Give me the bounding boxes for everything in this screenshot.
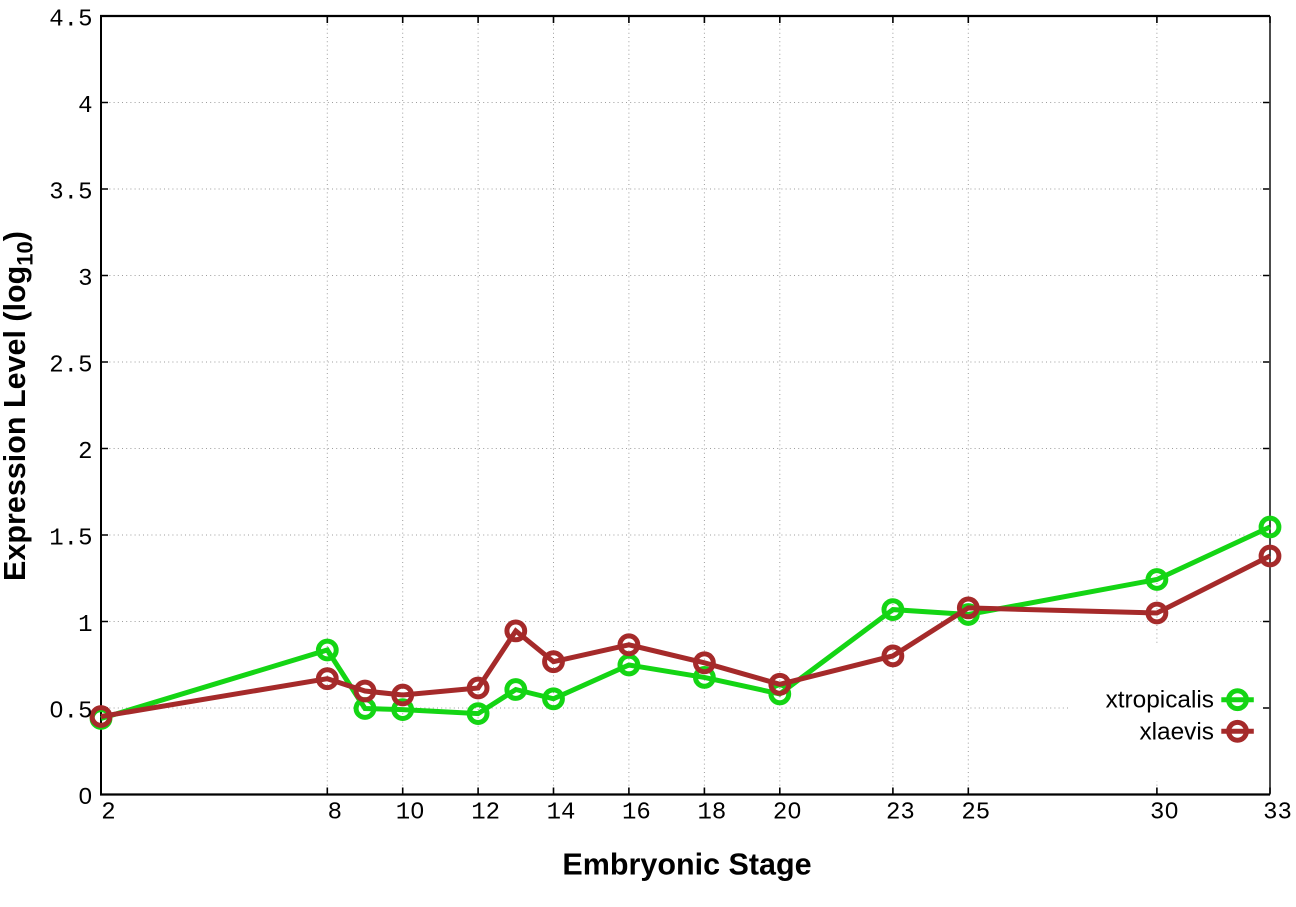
svg-text:25: 25 — [961, 800, 990, 827]
svg-text:14: 14 — [547, 800, 576, 827]
svg-text:3: 3 — [78, 266, 92, 293]
svg-text:23: 23 — [886, 800, 915, 827]
svg-text:2: 2 — [101, 800, 115, 827]
svg-text:16: 16 — [622, 800, 651, 827]
svg-text:12: 12 — [471, 800, 500, 827]
svg-text:18: 18 — [697, 800, 726, 827]
svg-text:0: 0 — [78, 785, 92, 812]
svg-text:3.5: 3.5 — [49, 180, 92, 207]
svg-text:0.5: 0.5 — [49, 699, 92, 726]
svg-text:xtropicalis: xtropicalis — [1106, 687, 1214, 714]
svg-text:xlaevis: xlaevis — [1139, 718, 1214, 745]
svg-text:2: 2 — [78, 439, 92, 466]
svg-text:Embryonic Stage: Embryonic Stage — [562, 848, 811, 882]
svg-text:33: 33 — [1263, 800, 1292, 827]
svg-text:20: 20 — [773, 800, 802, 827]
svg-text:2.5: 2.5 — [49, 353, 92, 380]
svg-text:1: 1 — [78, 612, 92, 639]
svg-text:10: 10 — [396, 800, 425, 827]
svg-text:4: 4 — [78, 93, 92, 120]
svg-text:8: 8 — [328, 800, 342, 827]
svg-text:Expression Level (log10): Expression Level (log10) — [0, 231, 38, 581]
svg-text:4.5: 4.5 — [49, 7, 92, 34]
svg-text:1.5: 1.5 — [49, 526, 92, 553]
svg-text:30: 30 — [1150, 800, 1179, 827]
